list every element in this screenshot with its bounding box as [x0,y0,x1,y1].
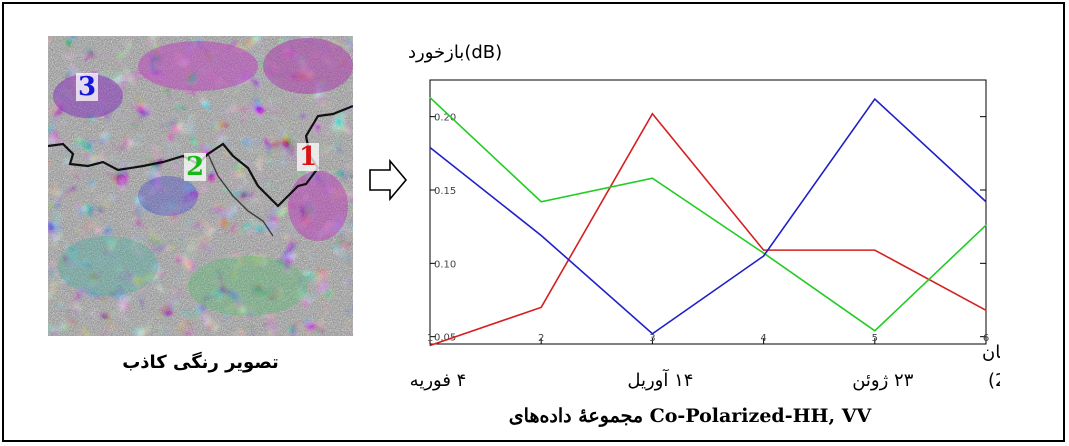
x-tick-label: 3 [649,333,655,344]
data-point [429,344,431,347]
region-2-label: 2 [184,152,207,182]
date-label: ۴ فوریه [410,370,467,391]
data-point [874,330,876,332]
data-point [429,146,431,149]
data-point [651,177,653,179]
data-point [874,98,876,100]
data-point [540,201,542,203]
data-point [874,249,876,251]
x-axis-label: زمان [982,342,1000,363]
region-1-label: 1 [297,142,320,172]
data-point [763,249,765,251]
series-line-1 [429,112,987,347]
x-tick-label: 2 [538,333,544,344]
y-tick-label: 0.15 [434,186,456,197]
dataset-caption-suffix: Co-Polarized-HH, VV [649,405,872,427]
x-tick-label: 5 [872,333,878,344]
series-line-2 [429,97,987,332]
date-label: ۱۴ آوریل [627,368,693,391]
dataset-caption-prefix: مجموعهٔ داده‌های [508,405,644,427]
image-caption: تصویر رنگی کاذب [122,352,279,373]
date-label: ۲۳ ژوئن [852,370,913,391]
data-point [985,201,987,203]
data-point [540,234,542,237]
data-point [651,113,653,115]
x-tick-label: 1 [427,333,433,344]
right-arrow-icon [369,159,408,201]
series-line-3 [429,97,987,335]
data-point [985,224,987,226]
x-tick-label: 6 [983,333,989,344]
dataset-caption: مجموعهٔ داده‌های Co-Polarized-HH, VV [380,405,1000,427]
x-tick-label: 4 [760,333,766,344]
year-label: (2004) [988,370,1000,391]
y-tick-label: 0.05 [434,333,456,344]
y-tick-label: 0.10 [434,259,456,270]
region-3-label: 3 [76,72,99,102]
data-point [651,333,653,335]
data-point [763,252,765,254]
data-point [429,97,431,99]
data-point [763,255,765,257]
data-point [985,309,987,311]
y-tick-label: 0.20 [434,113,456,124]
data-point [540,306,542,308]
plot-area [429,79,987,345]
y-axis-label: بازخورد(dB) [408,42,502,63]
